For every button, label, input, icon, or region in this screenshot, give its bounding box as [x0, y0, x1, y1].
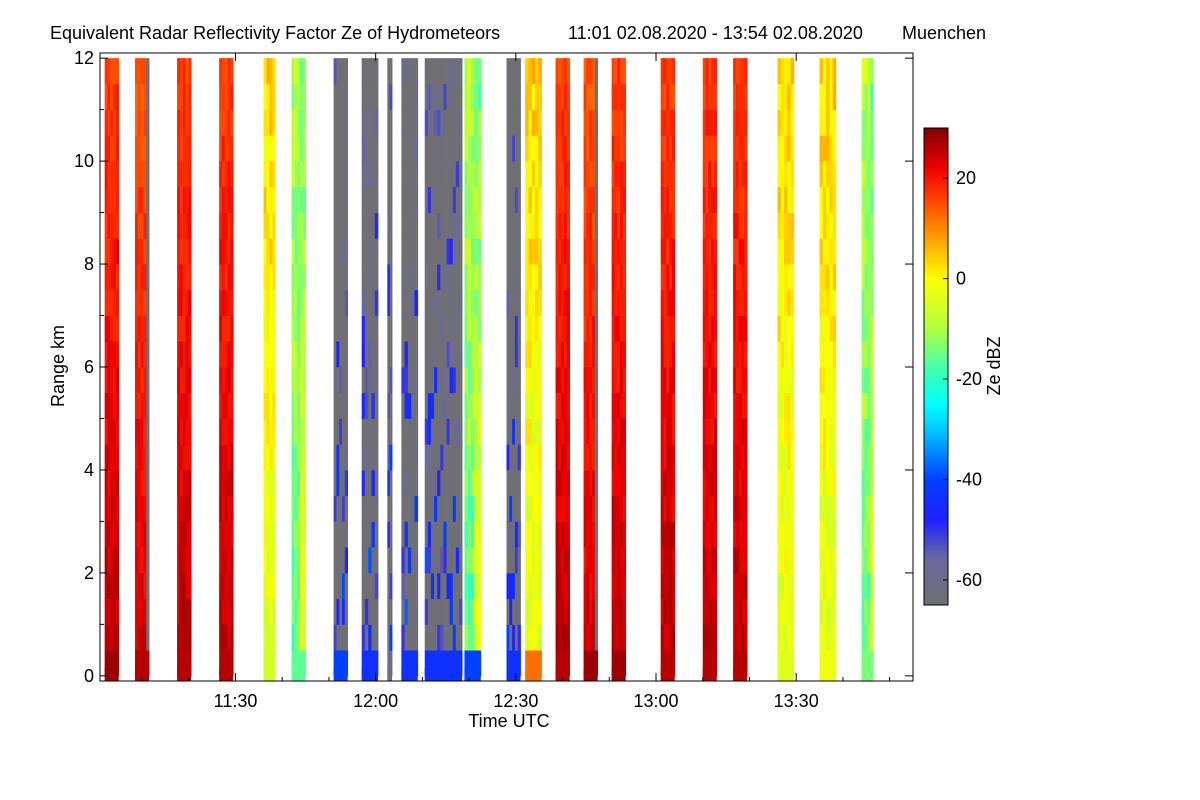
- chart-title: Equivalent Radar Reflectivity Factor Ze …: [50, 23, 986, 43]
- radar-profile-7: [333, 58, 349, 681]
- x-tick-label: 12:30: [493, 691, 538, 711]
- colorbar-tick-label: -40: [956, 469, 982, 489]
- x-tick-label: 13:00: [633, 691, 678, 711]
- x-tick-label: 12:00: [353, 691, 398, 711]
- radar-profile-13: [506, 58, 521, 681]
- radar-profile-9: [387, 58, 393, 681]
- colorbar-tick-label: -60: [956, 570, 982, 590]
- radar-profile-12: [464, 58, 482, 681]
- y-tick-label: 0: [84, 666, 94, 686]
- x-axis: 11:30 12:00 12:30 13:00 13:30: [141, 53, 891, 711]
- radar-profile-3: [177, 58, 192, 681]
- radar-profile-6: [291, 58, 306, 681]
- radar-profile-20: [733, 58, 748, 681]
- radar-profile-19: [702, 58, 718, 681]
- radar-profile-23: [861, 58, 874, 681]
- radar-profile-16: [583, 58, 599, 681]
- radar-profile-21: [777, 58, 795, 681]
- y-tick-label: 6: [84, 357, 94, 377]
- colorbar-gradient: [923, 127, 949, 606]
- radar-profile-14: [525, 58, 542, 681]
- radar-profile-11: [424, 58, 463, 681]
- radar-profile-18: [660, 58, 676, 681]
- radar-profile-8: [361, 58, 379, 681]
- radar-profile-1: [104, 58, 120, 681]
- radar-profile-4: [219, 58, 234, 681]
- radar-profile-15: [555, 58, 570, 681]
- radar-profile-2: [135, 58, 150, 681]
- colorbar-label: Ze dBZ: [984, 336, 1004, 395]
- y-tick-label: 12: [74, 48, 94, 68]
- radar-profile-17: [611, 58, 627, 681]
- y-tick-label: 10: [74, 151, 94, 171]
- colorbar-tick-label: 20: [956, 168, 976, 188]
- y-axis: 0 2 4 6 8 10 12: [74, 48, 913, 686]
- time-range-text: 11:01 02.08.2020 - 13:54 02.08.2020: [568, 23, 863, 43]
- location-text: Muenchen: [902, 23, 986, 43]
- x-axis-label: Time UTC: [468, 711, 549, 731]
- colorbar: 20 0 -20 -40 -60 Ze dBZ: [923, 127, 1004, 606]
- y-tick-label: 2: [84, 563, 94, 583]
- y-tick-label: 8: [84, 254, 94, 274]
- colorbar-tick-label: -20: [956, 369, 982, 389]
- y-axis-label: Range km: [48, 325, 68, 407]
- x-tick-label: 11:30: [214, 691, 258, 711]
- y-tick-label: 4: [84, 460, 94, 480]
- colorbar-ticks: 20 0 -20 -40 -60: [943, 168, 982, 590]
- radar-profile-22: [819, 58, 837, 681]
- radar-profile-5: [263, 58, 276, 681]
- profiles-layer: [104, 58, 874, 681]
- title-text: Equivalent Radar Reflectivity Factor Ze …: [50, 23, 500, 43]
- colorbar-tick-label: 0: [956, 269, 966, 289]
- radar-profile-10: [401, 58, 419, 681]
- x-tick-label: 13:30: [774, 691, 819, 711]
